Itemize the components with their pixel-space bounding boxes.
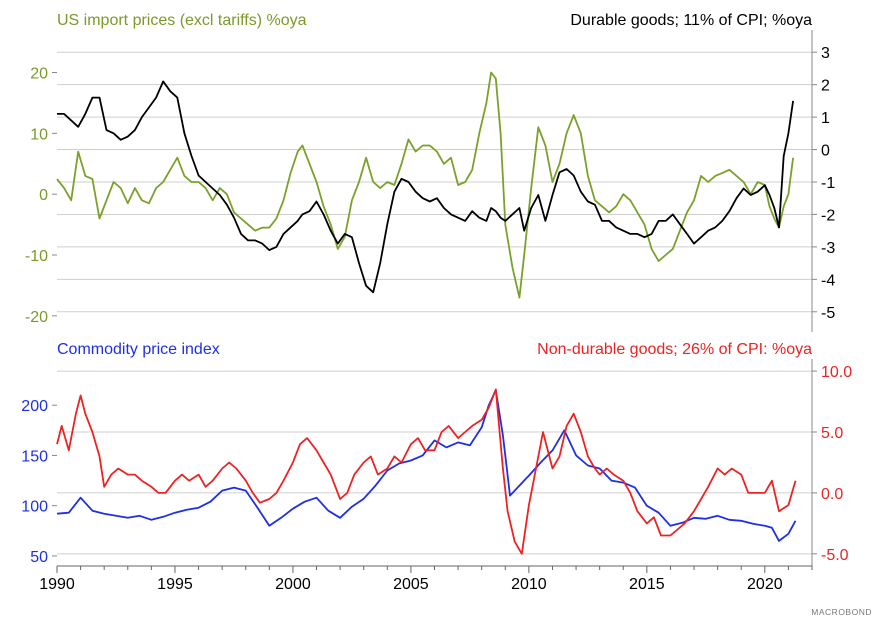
panel2-right-tick-label: 0.0 [821,486,843,503]
panel1-right-tick-label: -1 [821,175,835,192]
panel2-right-tick-label: -5.0 [821,547,849,564]
x-axis-tick-label: 2010 [511,576,547,593]
x-axis-tick-label: 1995 [157,576,193,593]
panel2-right-tick-label: 10.0 [821,364,852,381]
panel1-series-line-left [56,71,794,299]
panel2-left-tick-label: 100 [21,499,48,516]
panel1-right-tick-label: -4 [821,272,835,289]
panel1-right-tick-label: 2 [821,78,830,95]
panel1-right-tick-label: 1 [821,110,830,127]
panel2-right-tick-label: 5.0 [821,425,843,442]
panel1-series-line-right [57,80,794,294]
panel-non-durable-goods: Commodity price index Non-durable goods;… [21,341,852,570]
panel1-left-axis-title: US import prices (excl tariffs) %oya [57,12,307,29]
panel2-right-axis: 10.0 5.0 0.0 -5.0 [811,359,852,570]
panel1-left-tick-label: -20 [25,309,48,326]
x-axis-tick-label: 1990 [39,576,75,593]
panel2-left-tick-label: 150 [21,448,48,465]
panel1-left-tick-label: 20 [30,66,48,83]
panel1-right-tick-label: -3 [821,240,835,257]
panel2-right-axis-title: Non-durable goods; 26% of CPI: %oya [537,341,812,358]
panel1-left-tick-label: -10 [25,248,48,265]
panel2-left-tick-label: 200 [21,398,48,415]
panel2-left-axis: 200 150 100 50 [21,398,57,566]
x-axis-tick-label: 2005 [393,576,429,593]
panel1-right-axis-title: Durable goods; 11% of CPI; %oya [570,12,812,29]
panel1-right-tick-label: -5 [821,305,835,322]
panel1-gridlines [57,51,812,313]
panel2-gridlines [57,370,812,555]
source-logo: MACROBOND [811,607,872,617]
panel1-right-tick-label: 3 [821,45,830,62]
panel2-left-tick-label: 50 [30,549,48,566]
x-axis-tick-label: 2015 [629,576,665,593]
panel2-left-axis-title: Commodity price index [57,341,220,358]
panel1-left-axis: 20 10 0 -10 -20 [25,66,57,326]
panel2-series-line-left [56,389,797,542]
x-axis-tick-label: 2020 [747,576,783,593]
x-axis-tick-label: 2000 [275,576,311,593]
x-axis: 1990 1995 2000 2005 2010 2015 2020 [39,565,813,593]
panel-durable-goods: US import prices (excl tariffs) %oya Dur… [25,12,835,332]
panel1-left-tick-label: 0 [39,187,48,204]
panel2-series-line-right [56,388,797,555]
panel1-left-tick-label: 10 [30,126,48,143]
panel1-right-tick-label: 0 [821,143,830,160]
panel1-right-axis: 3 2 1 0 -1 -2 -3 -4 -5 [811,30,835,332]
panel1-right-tick-label: -2 [821,207,835,224]
